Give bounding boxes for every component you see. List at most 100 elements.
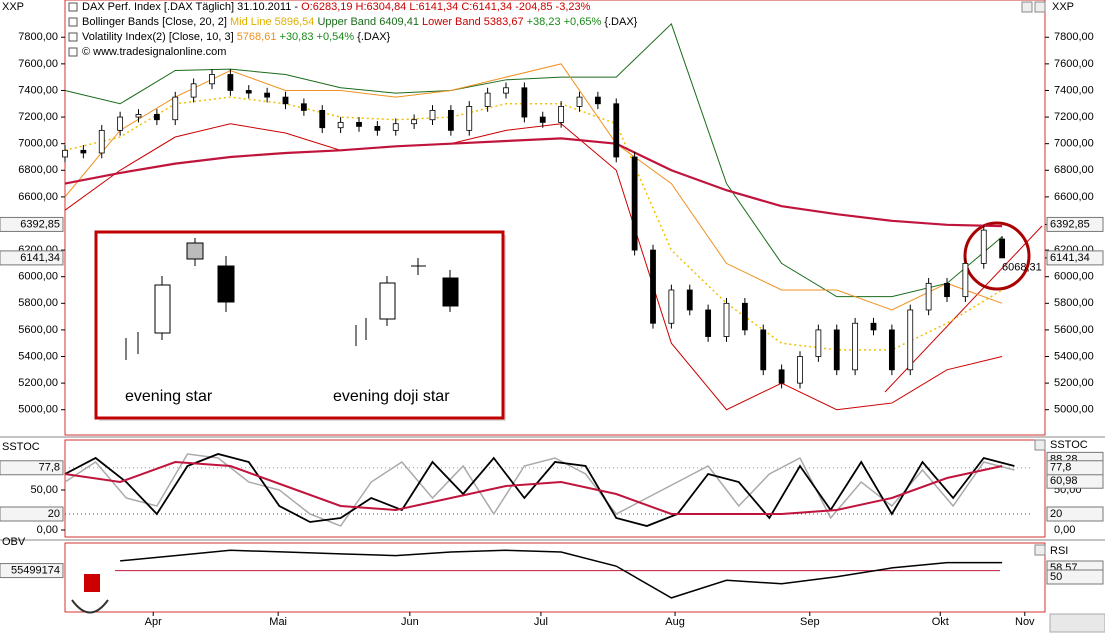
x-tick-label: Okt [932,616,949,628]
legend-text: Upper Band 6409,41 [317,16,422,28]
y-tick-label: 5000,00 [18,404,58,416]
candle-body [337,121,344,129]
candle-body [925,282,932,311]
series-line [64,453,1015,527]
candle-body [466,106,473,131]
y-tick-label: 5200,00 [1054,377,1094,389]
candle-body [245,90,252,94]
candle-body [190,83,197,98]
candle-body [153,114,160,121]
x-tick-label: Nov [1015,616,1035,628]
candle-body [962,262,969,298]
y-tick-label: 5600,00 [18,324,58,336]
series-line [64,23,1003,298]
obv-panel [64,542,1046,613]
legend-text: 5768,61 [237,31,280,43]
price-box-label: 6392,85 [1050,218,1090,230]
x-tick-label: Jun [401,616,419,628]
value-box-box [1046,569,1104,585]
candle-body [686,289,693,311]
candle-body [907,309,914,371]
highlight-circle [963,221,1031,291]
price-box-label-box [0,216,64,232]
series-line [64,123,1003,411]
candle-body [447,110,454,131]
level-label-box [0,506,64,522]
panel-button[interactable] [1034,1,1046,13]
legend-text: Lower Band 5383,67 [422,16,527,28]
y-tick-label: 5800,00 [1054,297,1094,309]
y-tick-label: 6000,00 [1054,271,1094,283]
candle-body [539,116,546,123]
pattern-label: evening doji star [333,388,450,405]
candle-body [117,116,124,131]
series-line [64,96,1003,351]
legend-text: +30,83 +0,54% [280,31,358,43]
value-box: 60,98 [1050,475,1078,487]
price-box-label: 6141,34 [1050,252,1090,264]
series-line [64,453,1015,527]
legend-text: O:6283,19 H:6304,84 L:6141,34 C:6141,34 … [301,1,590,13]
level-label-box [0,563,64,579]
candle-body [356,121,362,127]
y-tick-label: 7000,00 [1054,138,1094,150]
y-tick-label: 6800,00 [18,164,58,176]
candle-body [723,302,730,337]
annotation: 6068,31 [1002,262,1042,274]
price-box-label-box [1046,250,1104,266]
logo [71,574,109,614]
legend-text: DAX Perf. Index [.DAX Täglich] 31.10.201… [82,1,301,13]
series-line [64,63,1003,311]
candle-body [558,106,565,123]
y-tick-label: 5400,00 [1054,350,1094,362]
pattern-label: evening star [125,388,213,405]
y-tick-label: 6000,00 [18,271,58,283]
level-label-box [1046,506,1104,522]
legend-line: Bollinger Bands [Close, 20, 2] Mid Line … [82,16,638,28]
x-tick-label: Mai [269,616,287,628]
series-line [64,137,1003,228]
price-box-label-box [1046,216,1104,232]
x-tick-label: Aug [665,616,685,628]
level-label-box [0,460,64,476]
candle-body [852,322,859,371]
corner-label: XXP [2,1,24,13]
price-box-label-box [0,250,64,266]
candle-body [576,96,583,107]
candle-body [797,356,803,384]
candle-body [650,249,656,324]
candle-body [484,92,491,107]
scroll-controls[interactable] [1049,613,1105,633]
y-tick-label: 5800,00 [18,297,58,309]
y-tick-label: 0,00 [1054,524,1075,536]
candle-body [594,96,601,105]
y-tick-label: 7600,00 [18,58,58,70]
level-label: 77,8 [39,462,60,474]
candle-body [944,282,950,298]
legend-text: {.DAX} [357,31,390,43]
pattern-illustration [125,238,459,360]
legend-text: +38,23 +0,65% [527,16,605,28]
level-label: 20 [1050,508,1062,520]
legend-text: © www.tradesignalonline.com [82,46,226,58]
candle-body [374,125,381,131]
candle-body [503,87,509,94]
candle-body [888,329,895,371]
candle-body [778,369,785,384]
y-tick-label: 7400,00 [1054,84,1094,96]
y-tick-label: 5000,00 [1054,404,1094,416]
panel-button[interactable] [1034,439,1046,451]
y-tick-label: 7200,00 [18,111,58,123]
price-box-label: 6392,85 [20,218,60,230]
panel-button[interactable] [1034,544,1046,556]
candle-body [392,123,399,131]
panel-title: OBV [2,536,26,548]
candle-body [135,114,142,118]
x-tick-label: Sep [800,616,820,628]
y-tick-label: 50,00 [30,484,58,496]
y-tick-label: 5600,00 [1054,324,1094,336]
panel-button[interactable] [1021,1,1033,13]
y-tick-label: 7200,00 [1054,111,1094,123]
legend-icon [68,32,78,42]
